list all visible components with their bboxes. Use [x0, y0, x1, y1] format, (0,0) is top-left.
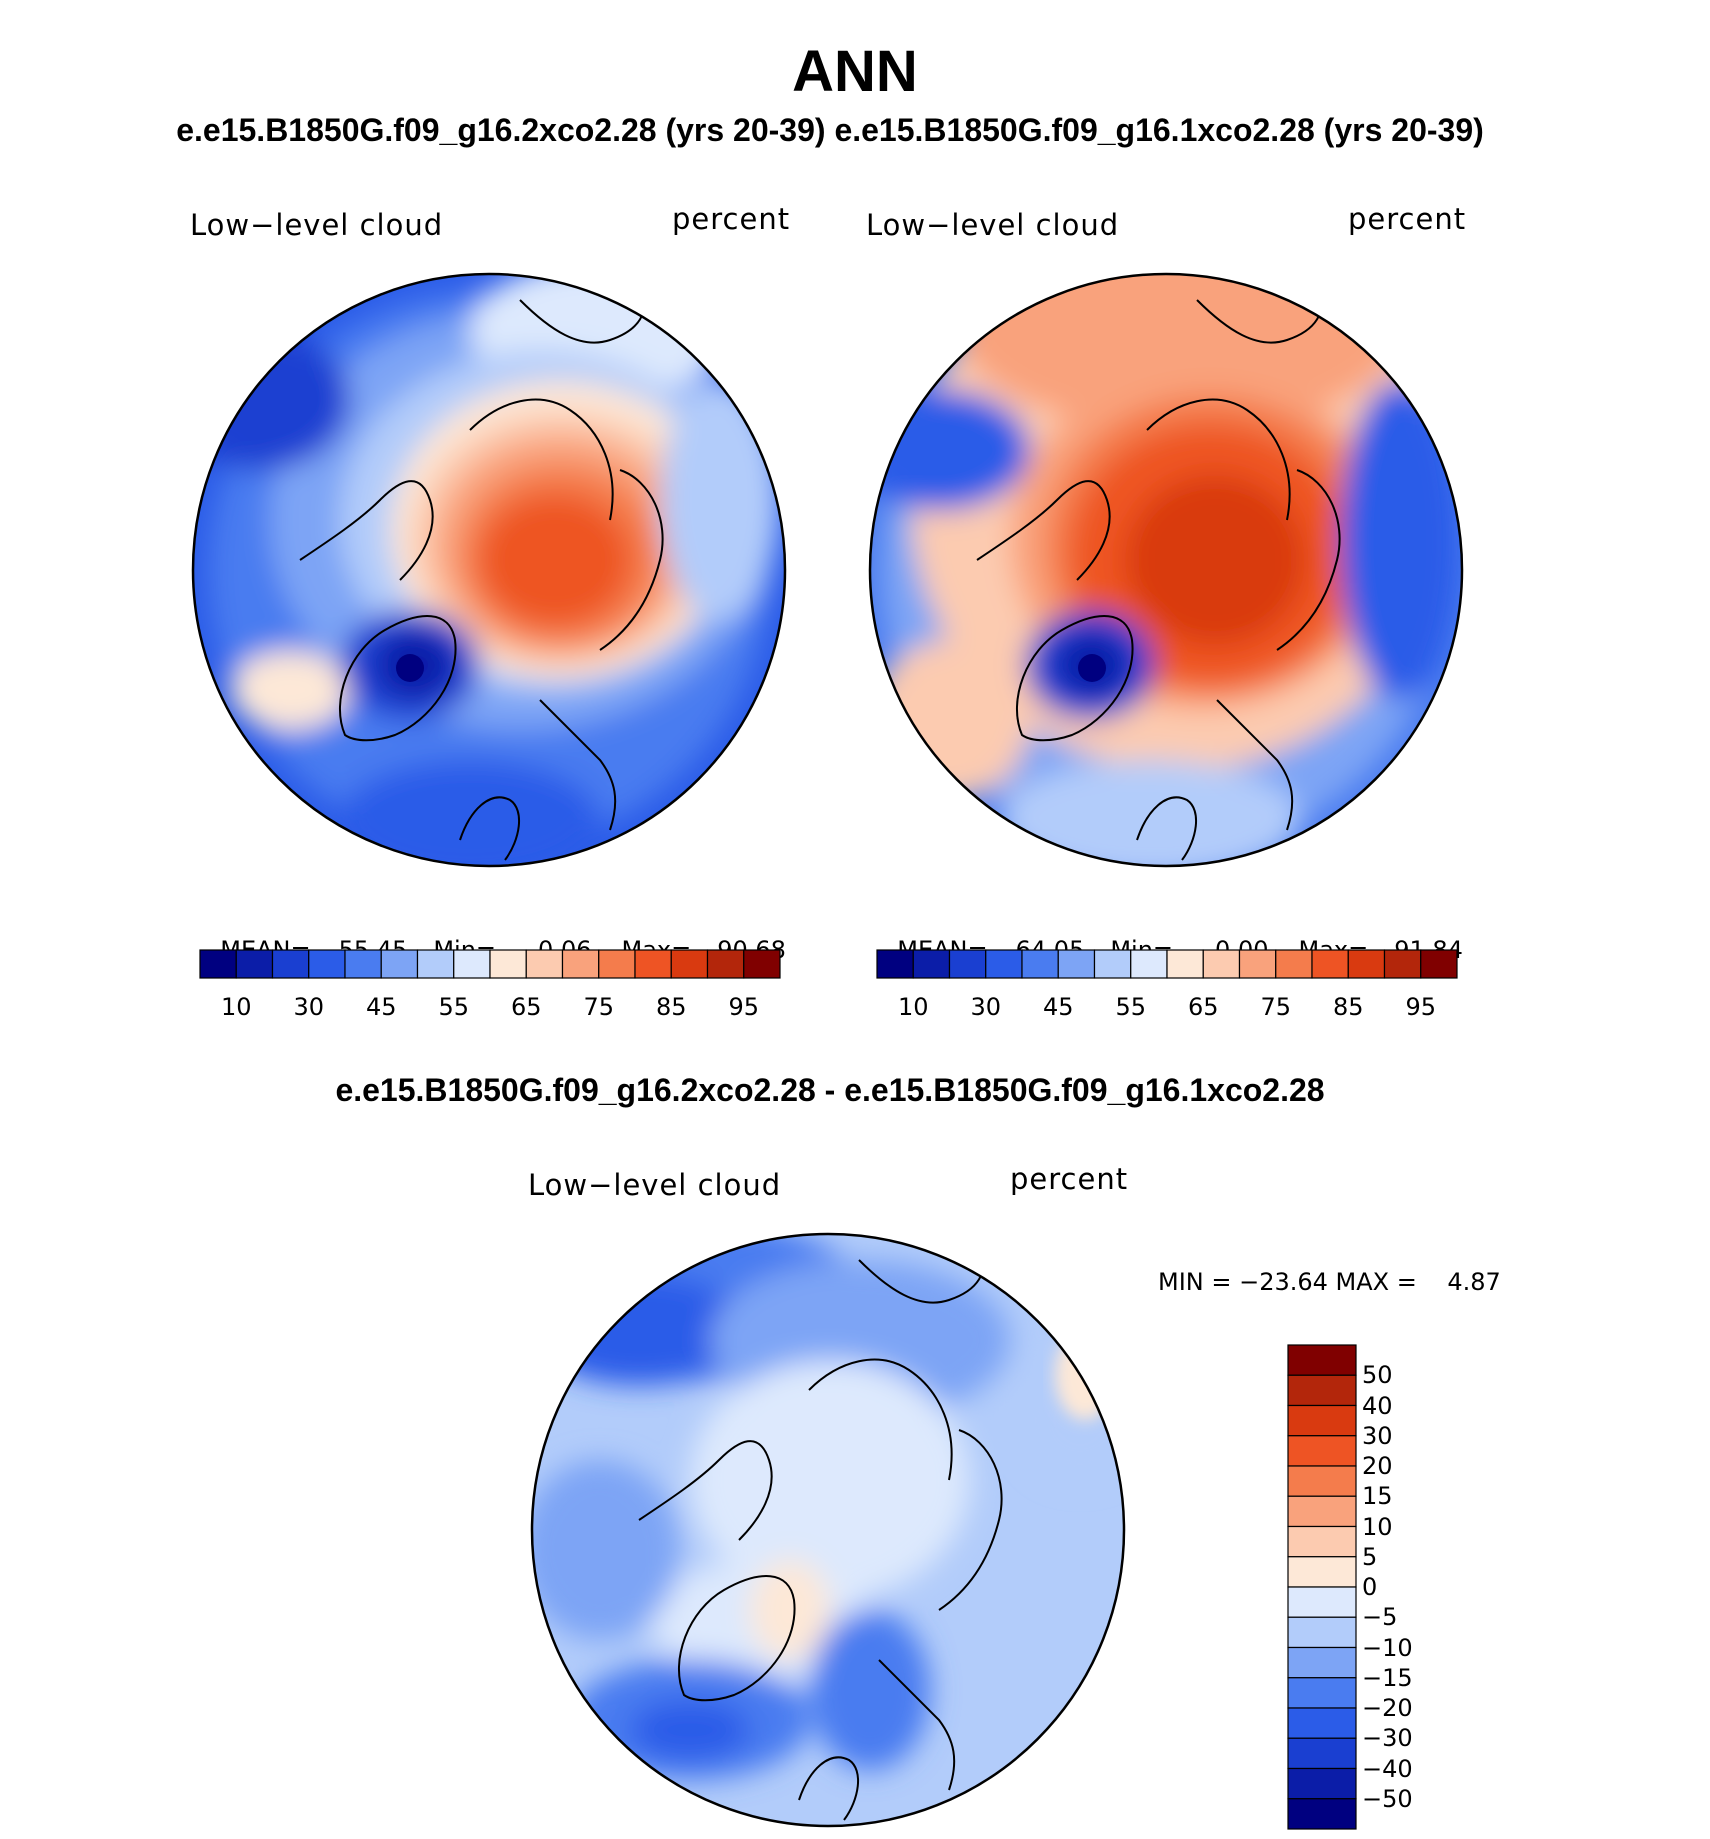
colorbar-tick-label: 30: [1362, 1421, 1393, 1450]
colorbar-tick-label: 85: [1332, 993, 1364, 1021]
colorbar-box: [1287, 1737, 1357, 1770]
colorbar-box: [985, 949, 1023, 979]
colorbar-tick-label: 15: [1362, 1482, 1393, 1511]
colorbar-tick-label: 10: [220, 993, 252, 1021]
figure-subtitle: e.e15.B1850G.f09_g16.2xco2.28 (yrs 20-39…: [176, 112, 1484, 148]
colorbar-box: [1287, 1404, 1357, 1437]
colorbar-tick-label: 5: [1362, 1542, 1378, 1571]
colorbar-box: [1287, 1707, 1357, 1739]
colorbar-tick-label: 75: [1260, 993, 1292, 1021]
colorbar-box: [1202, 949, 1241, 979]
colorbar-tick-label: 45: [365, 993, 397, 1021]
colorbar-box: [743, 949, 781, 979]
colorbar-box: [1287, 1495, 1357, 1528]
colorbar-box: [1093, 949, 1132, 979]
colorbar-box: [1287, 1677, 1357, 1709]
panel1-colorbar-ticks: 10 30 45 55 65 75 85 95: [200, 993, 780, 1023]
colorbar-tick-label: 95: [728, 993, 760, 1021]
colorbar-box: [1287, 1798, 1357, 1830]
colorbar-tick-label: 10: [1362, 1512, 1393, 1541]
colorbar-tick-label: 30: [293, 993, 325, 1021]
colorbar-box: [1287, 1556, 1357, 1588]
colorbar-tick-label: −40: [1362, 1754, 1413, 1783]
colorbar-box: [1287, 1616, 1357, 1649]
colorbar-tick-label: 45: [1042, 993, 1074, 1021]
colorbar-box: [1287, 1767, 1357, 1800]
colorbar-tick-label: −5: [1362, 1603, 1398, 1632]
colorbar-box: [453, 949, 491, 979]
colorbar-tick-label: 55: [438, 993, 470, 1021]
colorbar-box: [1275, 949, 1313, 979]
difference-colorbar: [1287, 1344, 1357, 1830]
colorbar-tick-label: −15: [1362, 1663, 1413, 1692]
colorbar-tick-label: 40: [1362, 1391, 1393, 1420]
colorbar-box: [1383, 949, 1422, 979]
colorbar-tick-label: 65: [1187, 993, 1219, 1021]
colorbar-box: [1287, 1586, 1357, 1618]
colorbar-box: [1311, 949, 1349, 979]
colorbar-tick-label: 50: [1362, 1361, 1393, 1390]
colorbar-box: [912, 949, 951, 979]
panel1-units-label: percent: [672, 202, 791, 236]
colorbar-tick-label: 75: [583, 993, 615, 1021]
colorbar-box: [416, 949, 455, 979]
colorbar-box: [344, 949, 382, 979]
colorbar-box: [1287, 1525, 1357, 1558]
colorbar-tick-label: 95: [1405, 993, 1437, 1021]
colorbar-box: [1287, 1435, 1357, 1467]
panel2-colorbar-ticks: 10 30 45 55 65 75 85 95: [877, 993, 1457, 1023]
panel1-variable-label: Low−level cloud: [190, 208, 444, 242]
difference-minmax: MIN = −23.64 MAX = 4.87: [1158, 1268, 1501, 1296]
colorbar-tick-label: 20: [1362, 1452, 1393, 1480]
colorbar-box: [1057, 949, 1096, 979]
colorbar-tick-label: 55: [1115, 993, 1147, 1021]
colorbar-box: [380, 949, 419, 979]
colorbar-box: [948, 949, 987, 979]
colorbar-box: [1130, 949, 1168, 979]
colorbar-box: [489, 949, 527, 979]
colorbar-tick-label: 65: [510, 993, 542, 1021]
figure-title: ANN: [792, 39, 918, 104]
colorbar-box: [1287, 1374, 1357, 1407]
difference-units-label: percent: [1010, 1162, 1129, 1196]
colorbar-box: [561, 949, 600, 979]
colorbar-box: [1287, 1344, 1357, 1376]
colorbar-box: [1287, 1646, 1357, 1679]
colorbar-tick-label: 0: [1362, 1573, 1378, 1601]
difference-title: e.e15.B1850G.f09_g16.2xco2.28 - e.e15.B1…: [335, 1072, 1325, 1108]
panel2-units-label: percent: [1348, 202, 1467, 236]
colorbar-tick-label: −20: [1362, 1694, 1413, 1722]
difference-colorbar-ticks: 50 40 30 20 15 10 5 0 −5 −10 −15 −20 −30 −40 −50: [1362, 1345, 1442, 1829]
colorbar-box: [1420, 949, 1458, 979]
panel2-variable-label: Low−level cloud: [866, 208, 1120, 242]
colorbar-box: [1238, 949, 1277, 979]
colorbar-tick-label: 30: [970, 993, 1002, 1021]
colorbar-tick-label: −50: [1362, 1784, 1413, 1813]
colorbar-box: [1287, 1465, 1357, 1497]
colorbar-box: [199, 949, 237, 979]
colorbar-tick-label: 85: [655, 993, 687, 1021]
colorbar-box: [271, 949, 310, 979]
difference-variable-label: Low−level cloud: [528, 1168, 782, 1202]
colorbar-tick-label: −30: [1362, 1724, 1413, 1753]
panel2-colorbar: [876, 949, 1458, 979]
panel1-colorbar: [199, 949, 781, 979]
colorbar-tick-label: −10: [1362, 1633, 1413, 1662]
colorbar-tick-label: 10: [897, 993, 929, 1021]
